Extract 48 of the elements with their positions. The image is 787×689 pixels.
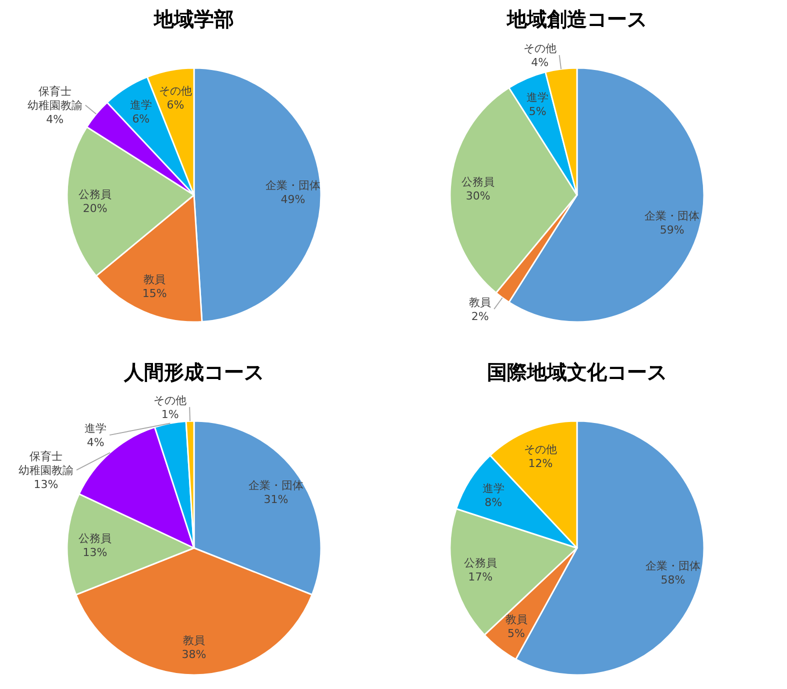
- data-label: 6%: [166, 98, 184, 112]
- slice-label: その他: [158, 84, 192, 98]
- data-label: 17%: [468, 570, 493, 584]
- slice-label: 公務員: [462, 176, 495, 189]
- slice-label: 進学: [130, 98, 152, 112]
- data-label: 13%: [34, 478, 58, 491]
- data-label: 4%: [46, 113, 64, 126]
- slice-label: 企業・団体: [644, 210, 700, 223]
- slice-label: 教員: [183, 634, 205, 647]
- slice-label: 公務員: [78, 532, 112, 545]
- data-label: 31%: [264, 493, 288, 506]
- data-label: 58%: [660, 574, 686, 587]
- slice-label: 進学: [482, 482, 504, 495]
- chart-title: 人間形成コース: [123, 360, 264, 384]
- slice-label: 教員: [144, 272, 166, 286]
- slice-label: 公務員: [78, 188, 112, 202]
- slice-label: 公務員: [464, 556, 497, 570]
- data-label: 38%: [182, 648, 206, 661]
- slice-label: 企業・団体: [266, 178, 321, 192]
- data-label: 4%: [531, 56, 549, 70]
- slice-label: 保育士幼稚園教諭: [27, 85, 82, 112]
- slice-label: 進学: [526, 91, 549, 104]
- slice-label: その他: [154, 394, 187, 407]
- data-label: 59%: [660, 224, 684, 237]
- data-label: 49%: [280, 192, 306, 206]
- chart-title: 国際地域文化コース: [487, 360, 667, 384]
- data-label: 4%: [86, 436, 104, 449]
- slice-label: 企業・団体: [645, 560, 700, 573]
- slice-label: その他: [524, 442, 558, 456]
- data-label: 13%: [82, 546, 108, 559]
- data-label: 20%: [82, 202, 108, 216]
- data-label: 6%: [132, 112, 150, 126]
- slice-label: 教員: [469, 296, 492, 309]
- data-label: 5%: [528, 105, 546, 118]
- chart-title: 地域学部: [153, 7, 234, 31]
- data-label: 5%: [508, 627, 526, 640]
- slice-label: 企業・団体: [248, 479, 304, 492]
- slice-label: 保育士幼稚園教諭: [18, 450, 74, 477]
- data-label: 8%: [484, 496, 502, 509]
- slice-label: 進学: [84, 422, 107, 435]
- slice-label: 教員: [505, 613, 528, 626]
- data-label: 2%: [471, 310, 489, 323]
- chart-title: 地域創造コース: [506, 7, 647, 31]
- data-label: 1%: [161, 408, 179, 421]
- data-label: 15%: [142, 286, 167, 300]
- slice-label: その他: [523, 42, 556, 56]
- data-label: 30%: [466, 190, 490, 203]
- data-label: 12%: [528, 456, 553, 470]
